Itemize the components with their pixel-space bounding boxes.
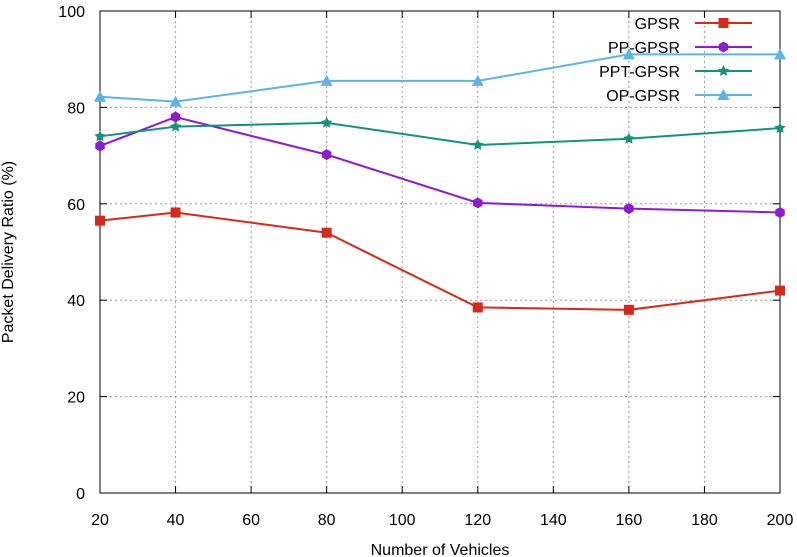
data-point xyxy=(94,130,106,142)
legend: GPSR PP-GPSR PPT-GPSR OP-GPSR xyxy=(599,16,752,105)
data-point xyxy=(623,304,634,315)
series-line xyxy=(99,115,781,214)
legend-label: GPSR xyxy=(635,16,680,33)
x-tick-label: 160 xyxy=(616,512,643,529)
x-tick-label: 120 xyxy=(464,512,491,529)
data-point xyxy=(321,149,332,161)
series-line xyxy=(99,53,780,103)
legend-marker xyxy=(717,65,730,76)
legend-item-op-gpsr: OP-GPSR xyxy=(606,88,752,105)
legend-marker xyxy=(718,41,729,53)
y-tick-label: 0 xyxy=(76,486,85,503)
data-point xyxy=(472,302,483,313)
data-point xyxy=(169,120,182,132)
series-line xyxy=(99,211,781,311)
x-tick-label: 60 xyxy=(242,512,260,529)
y-tick-label: 80 xyxy=(67,100,85,117)
x-tick-label: 200 xyxy=(767,512,794,529)
data-point xyxy=(321,227,332,238)
x-tick-label: 180 xyxy=(691,512,718,529)
y-tick-label: 60 xyxy=(67,197,85,214)
x-tick-label: 40 xyxy=(167,512,185,529)
axis-ticks: 20 40 60 80 100 120 140 160 180 200 0 20 40 60 80 100 xyxy=(58,4,793,529)
x-tick-label: 140 xyxy=(540,512,567,529)
legend-label: PPT-GPSR xyxy=(599,64,680,81)
series-gpsr xyxy=(95,207,785,315)
data-point xyxy=(95,215,105,226)
plot-area-frame xyxy=(99,10,781,494)
y-tick-label: 40 xyxy=(67,293,85,310)
y-tick-label: 20 xyxy=(67,390,85,407)
y-tick-label: 100 xyxy=(58,4,85,21)
data-point xyxy=(624,203,634,215)
series-line xyxy=(99,121,781,146)
series-group xyxy=(94,48,786,315)
data-point xyxy=(774,48,786,60)
legend-item-ppt-gpsr: PPT-GPSR xyxy=(599,64,752,81)
data-point xyxy=(169,95,182,107)
x-tick-label: 20 xyxy=(91,512,109,529)
y-axis-title: Packet Delivery Ratio (%) xyxy=(0,161,17,343)
data-point xyxy=(95,140,105,152)
data-point xyxy=(774,122,786,133)
legend-label: PP-GPSR xyxy=(608,40,680,57)
series-ppt-gpsr xyxy=(94,116,786,150)
legend-item-gpsr: GPSR xyxy=(635,16,752,33)
data-point xyxy=(471,74,484,86)
data-point xyxy=(170,111,181,123)
data-point xyxy=(320,116,333,128)
data-point xyxy=(622,48,635,60)
x-tick-label: 80 xyxy=(318,512,336,529)
data-point xyxy=(473,197,483,209)
data-point xyxy=(472,138,484,150)
legend-label: OP-GPSR xyxy=(606,88,680,105)
legend-marker xyxy=(717,89,730,100)
data-point xyxy=(623,132,635,144)
grid xyxy=(100,11,780,493)
data-point xyxy=(94,90,106,102)
series-op-gpsr xyxy=(94,48,786,107)
data-point xyxy=(775,285,785,296)
legend-item-pp-gpsr: PP-GPSR xyxy=(608,40,752,57)
legend-marker xyxy=(718,18,729,28)
data-point xyxy=(170,207,181,218)
series-pp-gpsr xyxy=(95,111,785,218)
data-point xyxy=(320,74,333,86)
x-axis-title: Number of Vehicles xyxy=(371,542,510,557)
x-tick-label: 100 xyxy=(389,512,416,529)
data-point xyxy=(775,206,785,218)
